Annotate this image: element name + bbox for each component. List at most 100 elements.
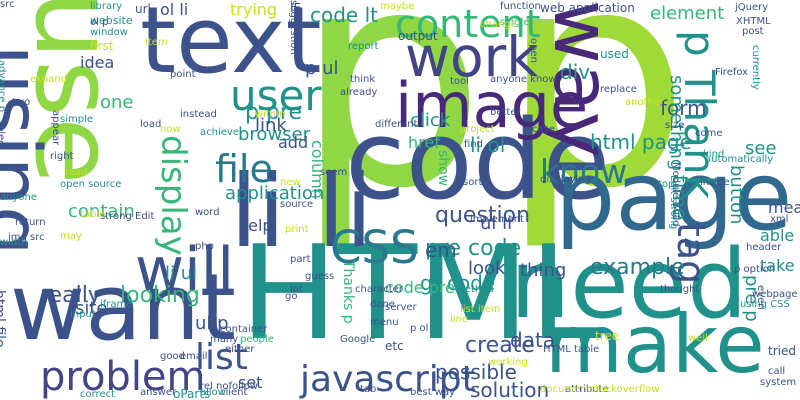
word-pre-code: pre code (425, 236, 522, 261)
word-read: read (65, 167, 88, 178)
word-p-ol: p ol (410, 323, 429, 334)
word-lot: lot (290, 284, 303, 295)
word-size: size (665, 120, 685, 131)
word-problem: problem (40, 354, 206, 400)
word-p: p (295, 0, 486, 254)
word-another: another (625, 97, 665, 108)
word-p: p (500, 0, 691, 254)
word-solution: solution (470, 378, 550, 400)
word-point: point (170, 69, 196, 80)
word-attribute: attribute (565, 384, 609, 395)
word-people: people (240, 334, 274, 345)
word-expand: expand (30, 74, 68, 85)
word-application: application (225, 183, 325, 204)
word-instead: instead (180, 109, 217, 120)
word-able: able (760, 226, 795, 245)
word-href: href (408, 133, 440, 152)
word-element: element (650, 3, 725, 24)
word-appear: appear (50, 110, 61, 146)
word-anyone-know: anyone know (490, 74, 557, 85)
word-open: open (528, 38, 539, 63)
word-open-source: open source (60, 179, 122, 190)
word-li-li: li li (230, 153, 373, 270)
word-look: look (468, 258, 506, 279)
word-webpage: webpage (752, 289, 798, 300)
word-window: window (90, 27, 128, 38)
word-part: part (290, 254, 311, 265)
word-input: input (70, 309, 96, 320)
word-javascript: javascript (300, 359, 476, 400)
word-possible: possible (435, 360, 517, 384)
word-maybe: maybe (380, 1, 415, 12)
word-know: know (540, 152, 628, 191)
word-show: show (435, 150, 451, 187)
word-library: library (90, 1, 123, 12)
word-xml: xml (770, 214, 789, 225)
word-tree: tree (595, 329, 620, 343)
word-better: better (490, 107, 521, 118)
word-case: case (532, 124, 555, 135)
word-firefox: Firefox (715, 67, 749, 78)
word-ol-p: ol p (90, 17, 109, 28)
word-list: list (195, 337, 248, 378)
word-code-lt: code lt (310, 3, 378, 27)
word-load: load (140, 119, 162, 130)
word-image: image (395, 69, 589, 142)
word-ie: IE (290, 1, 302, 15)
word-p-ul: p ul (305, 58, 339, 79)
word-server: server (385, 302, 417, 313)
word-idea: idea (80, 53, 115, 72)
word-code: code (345, 96, 611, 224)
word-used: used (600, 47, 629, 61)
word-automatically: automatically (705, 154, 774, 165)
word-come: come (695, 128, 723, 139)
word-guess: guess (305, 271, 335, 282)
word-need: need (510, 230, 748, 340)
word-really: really (40, 283, 101, 308)
word-done: done (370, 299, 395, 310)
word-working: working (488, 357, 528, 368)
word-content: content (395, 2, 541, 46)
word-well: well (688, 333, 708, 344)
word-tool: tool (450, 76, 469, 87)
word-user: user (230, 71, 322, 120)
word-top: top (658, 179, 675, 190)
word-trying: trying (230, 0, 278, 19)
word-source: source (280, 199, 314, 210)
word-replace: replace (600, 84, 637, 95)
word-select: select (0, 120, 6, 150)
word-link: link (255, 115, 287, 136)
word-file: file (215, 147, 273, 191)
word-print: print (285, 224, 309, 235)
word-first: first (90, 39, 114, 53)
word-text: text (140, 0, 322, 94)
word-kind: kind (703, 149, 725, 160)
word-header: header (746, 242, 782, 253)
word-oparts: oParts (173, 387, 211, 400)
word-using-css: using CSS (740, 299, 790, 310)
word-inside: inside (700, 177, 730, 188)
word-item: item (145, 37, 168, 48)
word-form: form (660, 96, 707, 120)
word-strong-edit: strong Edit (100, 211, 155, 222)
word-even: even (755, 285, 766, 310)
word-call: call (768, 366, 786, 377)
word-iframe: iframe (100, 299, 133, 310)
word-within: within (255, 109, 286, 120)
word-p-option: p option (734, 264, 776, 275)
word-many: many (210, 334, 239, 345)
word-thanks-p: Thanks p (340, 260, 356, 324)
word-site: site (75, 298, 108, 319)
word-set: set (238, 373, 263, 392)
word-think: think (350, 74, 376, 85)
word-url: url (135, 2, 151, 16)
word-one: one (100, 92, 134, 113)
word-html-file: html file (0, 290, 7, 348)
word-see: see (745, 138, 777, 159)
word-list-item: list item (460, 304, 501, 315)
word-report: report (348, 41, 379, 52)
word-best-way: best way (410, 387, 456, 398)
word-go: go (285, 291, 298, 302)
word-li-ul: li ul (165, 263, 198, 284)
